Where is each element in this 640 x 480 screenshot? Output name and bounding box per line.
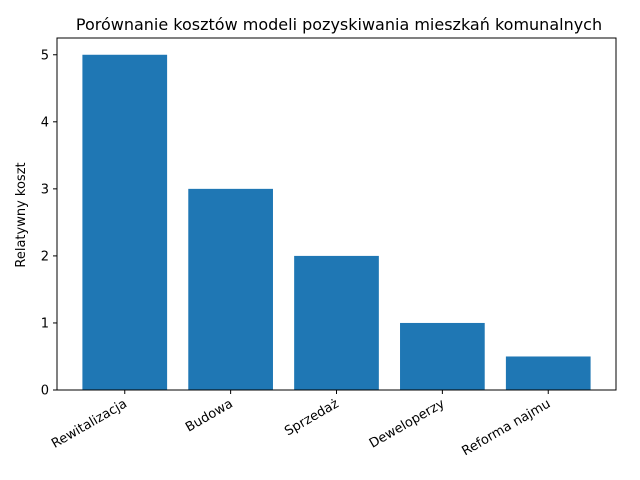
bar-rewitalizacja — [82, 54, 168, 391]
y-tick-label: 5 — [41, 48, 49, 63]
bar-sprzedaż — [294, 255, 379, 390]
bar-reforma-najmu — [505, 356, 591, 390]
y-tick-label: 3 — [41, 182, 49, 197]
x-tick-label: Rewitalizacja — [49, 396, 130, 451]
y-tick-label: 4 — [41, 115, 49, 130]
axes-frame — [56, 37, 617, 391]
x-tick-label: Budowa — [183, 396, 236, 435]
x-tick-label: Deweloperzy — [367, 396, 448, 451]
y-tick-label: 2 — [41, 249, 49, 264]
y-axis-label: Relatywny koszt — [14, 162, 29, 267]
chart-title: Porównanie kosztów modeli pozyskiwania m… — [76, 15, 602, 34]
bar-deweloperzy — [400, 322, 485, 390]
bar-budowa — [188, 188, 273, 390]
x-axis-ticks: Rewitalizacja Budowa Sprzedaż Deweloperzy Re… — [49, 390, 553, 459]
y-tick-label: 0 — [41, 384, 49, 399]
axes-spines — [56, 37, 617, 391]
bars-group — [82, 54, 591, 391]
y-axis-ticks: 0 1 2 3 4 5 — [41, 48, 57, 399]
x-tick-label: Sprzedaż — [282, 396, 341, 439]
y-tick-label: 1 — [41, 316, 49, 331]
x-tick-label: Reforma najmu — [460, 396, 554, 459]
